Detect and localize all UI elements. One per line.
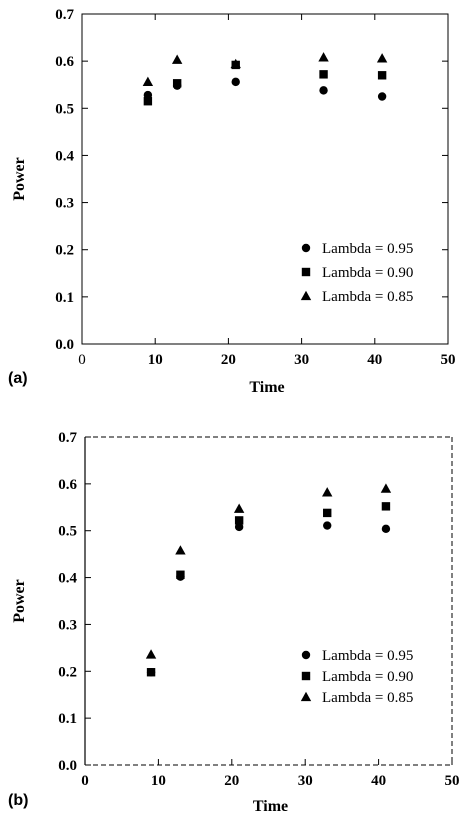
data-point xyxy=(234,522,244,532)
data-point xyxy=(145,649,157,659)
x-tick-label: 20 xyxy=(224,773,239,789)
panel-label: (a) xyxy=(8,370,28,387)
x-tick-label: 10 xyxy=(148,352,163,368)
legend-marker xyxy=(301,671,311,681)
data-point xyxy=(322,487,333,497)
data-point xyxy=(231,77,240,87)
data-point xyxy=(377,71,387,80)
x-tick-label: 40 xyxy=(371,773,386,789)
data-point xyxy=(323,508,332,518)
legend-marker xyxy=(300,290,312,301)
x-tick-label: 20 xyxy=(221,352,236,368)
y-tick-label: 0.4 xyxy=(55,148,74,164)
x-tick-label: 0 xyxy=(78,352,86,368)
x-axis-title: Time xyxy=(253,798,288,815)
data-point xyxy=(146,668,156,677)
data-point xyxy=(381,502,391,511)
data-point xyxy=(323,521,332,530)
y-tick-label: 0.3 xyxy=(58,617,77,633)
data-point xyxy=(319,86,328,95)
x-tick-label: 50 xyxy=(441,352,456,368)
series-triangle xyxy=(145,483,392,659)
y-tick-label: 0.4 xyxy=(58,571,77,587)
x-tick-label: 0 xyxy=(81,773,89,789)
y-tick-label: 0.0 xyxy=(55,337,74,353)
panel-label: (b) xyxy=(8,792,28,809)
data-point xyxy=(318,52,329,62)
x-tick-label: 10 xyxy=(151,773,166,789)
legend-label: Lambda = 0.85 xyxy=(322,690,413,706)
data-point xyxy=(233,503,245,513)
y-tick-label: 0.6 xyxy=(58,477,77,493)
data-point xyxy=(377,92,387,101)
y-tick-label: 0.7 xyxy=(55,7,74,23)
series-triangle xyxy=(142,52,388,87)
y-tick-label: 0.7 xyxy=(58,430,77,446)
x-tick-label: 40 xyxy=(367,352,382,368)
chart-panel-b: 0.0 0.1 0.2 0.3 0.4 0.5 0.6 0.7 0 10 20 30 40 50 Time P… xyxy=(8,430,460,815)
y-tick-label: 0.0 xyxy=(58,758,77,774)
legend: Lambda = 0.95 Lambda = 0.90 Lambda = 0.85 xyxy=(300,241,413,305)
data-point xyxy=(381,524,391,534)
y-tick-label: 0.2 xyxy=(55,243,74,259)
y-tick-label: 0.1 xyxy=(55,290,74,306)
legend-label: Lambda = 0.85 xyxy=(322,289,413,305)
legend-marker xyxy=(301,267,311,277)
legend-marker xyxy=(301,650,311,660)
data-point xyxy=(380,483,392,493)
data-point xyxy=(176,570,185,579)
data-point xyxy=(234,516,244,525)
data-point xyxy=(142,76,154,87)
data-point xyxy=(376,53,388,63)
data-point xyxy=(143,97,153,106)
y-tick-label: 0.6 xyxy=(55,54,74,70)
legend-marker xyxy=(301,243,311,253)
series-square xyxy=(146,502,391,677)
data-point xyxy=(175,545,186,555)
x-axis-title: Time xyxy=(249,379,284,396)
legend: Lambda = 0.95 Lambda = 0.90 Lambda = 0.85 xyxy=(300,648,413,706)
y-tick-label: 0.5 xyxy=(58,524,77,540)
y-tick-label: 0.2 xyxy=(58,664,77,680)
legend-label: Lambda = 0.90 xyxy=(322,265,413,281)
legend-label: Lambda = 0.95 xyxy=(322,648,413,664)
y-tick-label: 0.1 xyxy=(58,711,77,727)
data-point xyxy=(172,79,182,88)
data-point xyxy=(171,54,183,64)
y-tick-label: 0.5 xyxy=(55,101,74,117)
data-point xyxy=(230,58,241,69)
x-tick-label: 30 xyxy=(294,352,309,368)
chart-panel-a: 0.0 0.1 0.2 0.3 0.4 0.5 0.6 0.7 0 10 20 30 40 50 Time P… xyxy=(8,7,456,396)
data-point xyxy=(319,70,328,79)
plot-frame xyxy=(81,13,449,345)
y-tick-label: 0.3 xyxy=(55,196,74,212)
y-axis-title: Power xyxy=(11,579,28,623)
series-square xyxy=(143,60,387,106)
legend-label: Lambda = 0.95 xyxy=(322,241,413,257)
x-tick-label: 30 xyxy=(298,773,313,789)
x-tick-label: 50 xyxy=(445,773,460,789)
legend-marker xyxy=(300,691,312,702)
y-axis-title: Power xyxy=(11,157,28,201)
legend-label: Lambda = 0.90 xyxy=(322,669,413,685)
